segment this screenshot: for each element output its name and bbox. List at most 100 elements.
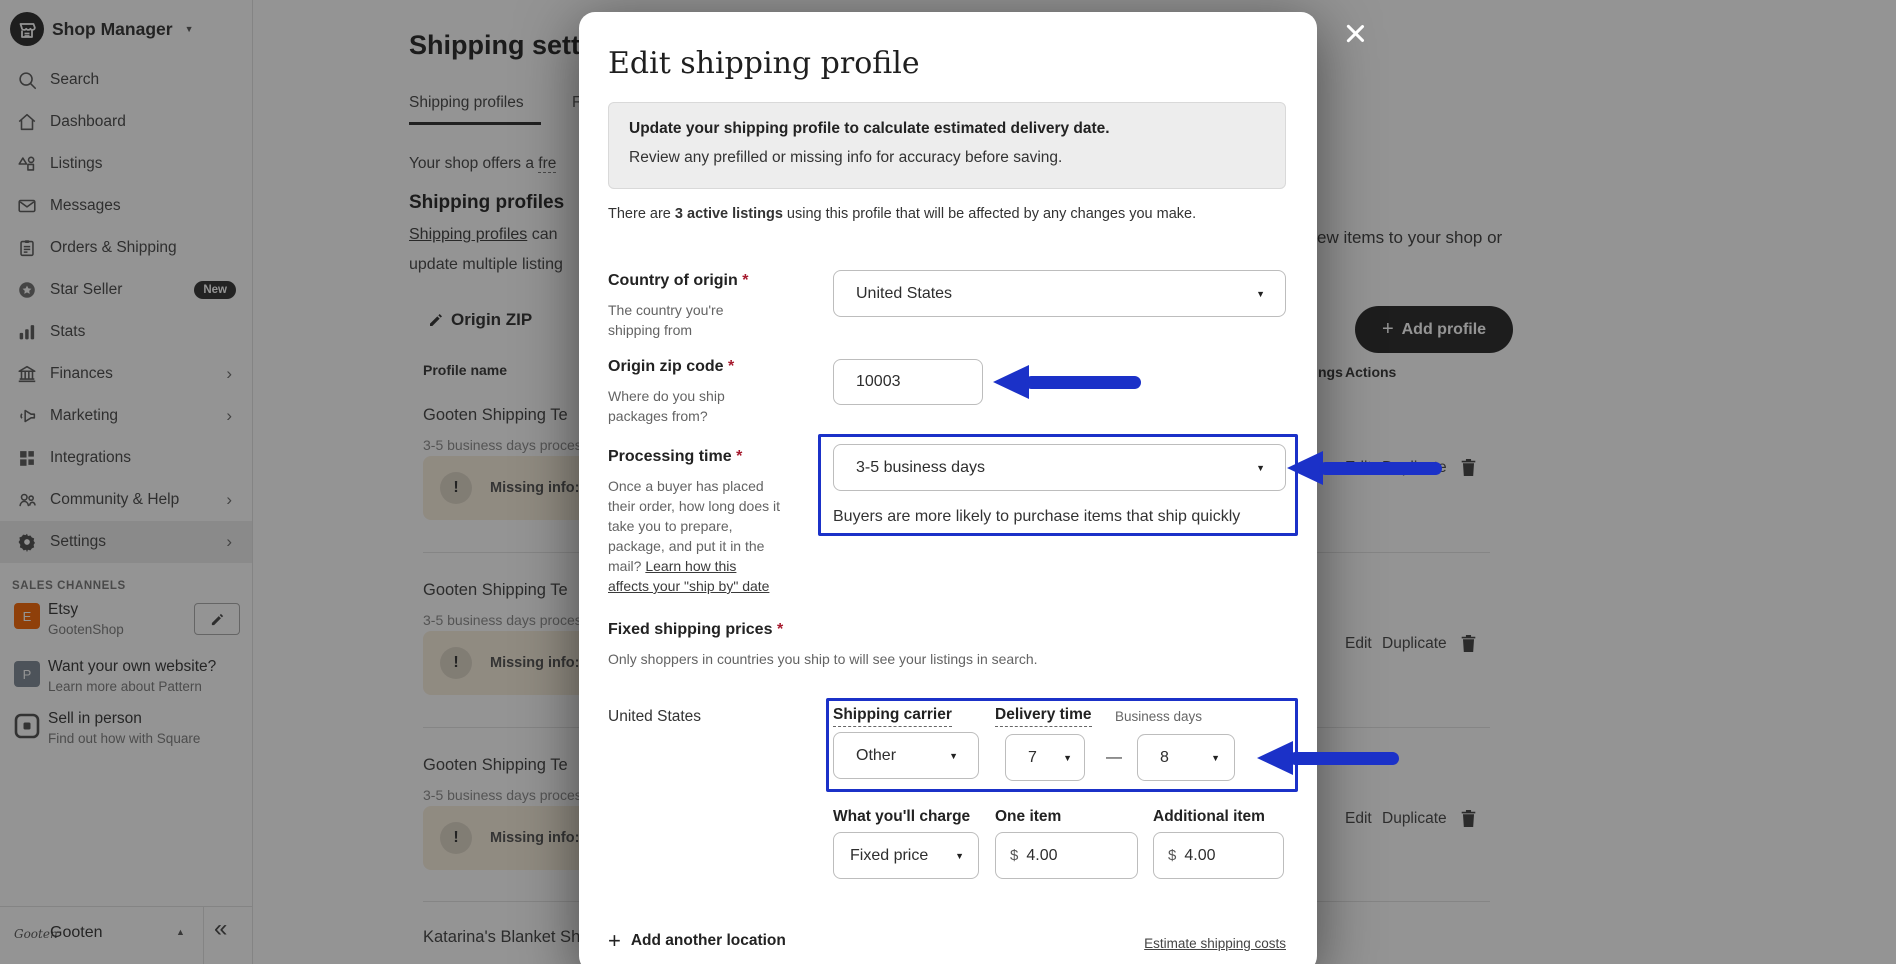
country-of-origin-desc: The country you're shipping from bbox=[608, 302, 724, 338]
square-channel[interactable]: Sell in person Find out how with Square bbox=[48, 710, 201, 746]
country-of-origin-label: Country of origin * bbox=[608, 272, 749, 289]
add-another-location-button[interactable]: + Add another location bbox=[608, 928, 786, 953]
plus-icon: + bbox=[1381, 318, 1394, 340]
sidebar-item-messages[interactable]: Messages bbox=[0, 185, 252, 227]
pencil-icon bbox=[428, 312, 444, 328]
delivery-time-header: Delivery time bbox=[995, 706, 1092, 727]
trash-icon[interactable] bbox=[1460, 458, 1477, 477]
origin-zip-toggle[interactable]: Origin ZIP bbox=[428, 310, 532, 330]
one-item-price-input[interactable]: $ 4.00 bbox=[995, 832, 1138, 879]
pattern-channel[interactable]: Want your own website? Learn more about … bbox=[48, 658, 217, 694]
section-description-line2: update multiple listing bbox=[409, 256, 563, 273]
country-of-origin-select[interactable]: United States ▼ bbox=[833, 270, 1286, 317]
grid-icon bbox=[16, 447, 38, 469]
annotation-arrow-processing bbox=[1287, 451, 1442, 485]
shipping-profiles-link[interactable]: Shipping profiles bbox=[409, 226, 528, 243]
shop-switcher[interactable]: Gooten bbox=[50, 924, 103, 941]
column-profile-name: Profile name bbox=[423, 362, 508, 378]
sidebar-item-finances[interactable]: Finances › bbox=[0, 353, 252, 395]
page-title: Shipping sett bbox=[409, 30, 580, 60]
profile-processing: 3-5 business days proces bbox=[423, 612, 582, 628]
sidebar-item-stats[interactable]: Stats bbox=[0, 311, 252, 353]
clipboard-icon bbox=[16, 237, 38, 259]
delivery-min-select[interactable]: 7 ▼ bbox=[1005, 734, 1085, 781]
footer-divider bbox=[203, 907, 204, 964]
envelope-icon bbox=[16, 195, 38, 217]
new-badge: New bbox=[194, 281, 236, 299]
duplicate-profile-link[interactable]: Duplicate bbox=[1382, 635, 1447, 652]
annotation-arrow-zip bbox=[993, 365, 1141, 399]
chevron-down-icon: ▼ bbox=[949, 750, 958, 761]
processing-time-helper: Buyers are more likely to purchase items… bbox=[833, 508, 1241, 525]
chevron-down-icon: ▼ bbox=[1256, 288, 1265, 299]
bar-chart-icon bbox=[16, 321, 38, 343]
business-days-label: Business days bbox=[1115, 709, 1203, 724]
processing-time-label: Processing time * bbox=[608, 448, 743, 465]
additional-item-price-input[interactable]: $ 4.00 bbox=[1153, 832, 1284, 879]
origin-zip-input[interactable] bbox=[833, 359, 983, 405]
etsy-channel[interactable]: Etsy GootenShop bbox=[48, 601, 124, 637]
charge-type-select[interactable]: Fixed price ▼ bbox=[833, 832, 979, 879]
edit-profile-link[interactable]: Edit bbox=[1345, 810, 1372, 827]
estimate-shipping-costs-link[interactable]: Estimate shipping costs bbox=[1144, 936, 1286, 951]
column-listings-fragment: ngs bbox=[1318, 364, 1343, 380]
shipping-carrier-header: Shipping carrier bbox=[833, 706, 952, 727]
search-icon bbox=[16, 69, 38, 91]
bank-icon bbox=[16, 363, 38, 385]
sidebar-item-settings[interactable]: Settings › bbox=[0, 521, 252, 563]
sidebar-item-listings[interactable]: Listings bbox=[0, 143, 252, 185]
trash-icon[interactable] bbox=[1460, 634, 1477, 653]
section-description: Shipping profiles can bbox=[409, 226, 558, 243]
annotation-arrow-delivery bbox=[1257, 741, 1399, 775]
profile-name-link[interactable]: Gooten Shipping Te bbox=[423, 581, 568, 599]
profile-processing: 3-5 business days proces bbox=[423, 437, 582, 453]
chevron-down-icon: ▼ bbox=[1256, 462, 1265, 473]
column-actions: Actions bbox=[1345, 364, 1397, 380]
shop-manager-brand[interactable]: Shop Manager ▼ bbox=[10, 12, 194, 46]
profile-name-link[interactable]: Katarina's Blanket Sh bbox=[423, 928, 581, 946]
add-profile-button[interactable]: + Add profile bbox=[1355, 306, 1513, 353]
tab-shipping-profiles[interactable]: Shipping profiles bbox=[409, 94, 524, 111]
sidebar-item-dashboard[interactable]: Dashboard bbox=[0, 101, 252, 143]
sidebar-item-marketing[interactable]: Marketing › bbox=[0, 395, 252, 437]
charge-header: What you'll charge bbox=[833, 808, 971, 825]
sidebar: Shop Manager ▼ Search Dashboard Listings… bbox=[0, 0, 253, 964]
sidebar-item-search[interactable]: Search bbox=[0, 59, 252, 101]
processing-time-desc: Once a buyer has placed their order, how… bbox=[608, 478, 780, 594]
alert-icon: ! bbox=[440, 647, 472, 679]
origin-zip-label: Origin zip code * bbox=[608, 358, 735, 375]
fixed-shipping-prices-desc: Only shoppers in countries you ship to w… bbox=[608, 651, 1038, 667]
additional-item-header: Additional item bbox=[1153, 808, 1265, 825]
edit-etsy-channel-button[interactable] bbox=[194, 603, 240, 635]
sidebar-item-star-seller[interactable]: Star Seller New bbox=[0, 269, 252, 311]
caret-up-icon[interactable]: ▲ bbox=[176, 927, 185, 937]
edit-profile-link[interactable]: Edit bbox=[1345, 635, 1372, 652]
profile-name-link[interactable]: Gooten Shipping Te bbox=[423, 756, 568, 774]
pencil-icon bbox=[210, 612, 225, 627]
collapse-sidebar-button[interactable]: « bbox=[214, 915, 228, 942]
sidebar-item-integrations[interactable]: Integrations bbox=[0, 437, 252, 479]
shapes-icon bbox=[16, 153, 38, 175]
chevron-down-icon: ▼ bbox=[1211, 752, 1220, 763]
people-icon bbox=[16, 489, 38, 511]
duplicate-profile-link[interactable]: Duplicate bbox=[1382, 810, 1447, 827]
processing-time-select[interactable]: 3-5 business days ▼ bbox=[833, 444, 1286, 491]
home-icon bbox=[16, 111, 38, 133]
section-description-right-fragment: ew items to your shop or bbox=[1317, 228, 1503, 247]
chevron-right-icon: › bbox=[226, 406, 232, 425]
sidebar-item-community-help[interactable]: Community & Help › bbox=[0, 479, 252, 521]
intro-text: Your shop offers a fre bbox=[409, 155, 557, 173]
sidebar-item-orders-shipping[interactable]: Orders & Shipping bbox=[0, 227, 252, 269]
currency-symbol: $ bbox=[1168, 847, 1177, 864]
ship-by-date-link[interactable]: Learn how this affects your "ship by" da… bbox=[608, 558, 770, 594]
edit-shipping-profile-modal: Edit shipping profile Update your shippi… bbox=[579, 12, 1317, 964]
trash-icon[interactable] bbox=[1460, 809, 1477, 828]
profile-name-link[interactable]: Gooten Shipping Te bbox=[423, 406, 568, 424]
range-dash: — bbox=[1106, 749, 1122, 766]
close-modal-button[interactable] bbox=[1338, 16, 1372, 50]
delivery-max-select[interactable]: 8 ▼ bbox=[1137, 734, 1235, 781]
shipping-carrier-select[interactable]: Other ▼ bbox=[833, 732, 979, 779]
modal-title: Edit shipping profile bbox=[608, 46, 920, 81]
free-shipping-link[interactable]: fre bbox=[538, 155, 557, 173]
